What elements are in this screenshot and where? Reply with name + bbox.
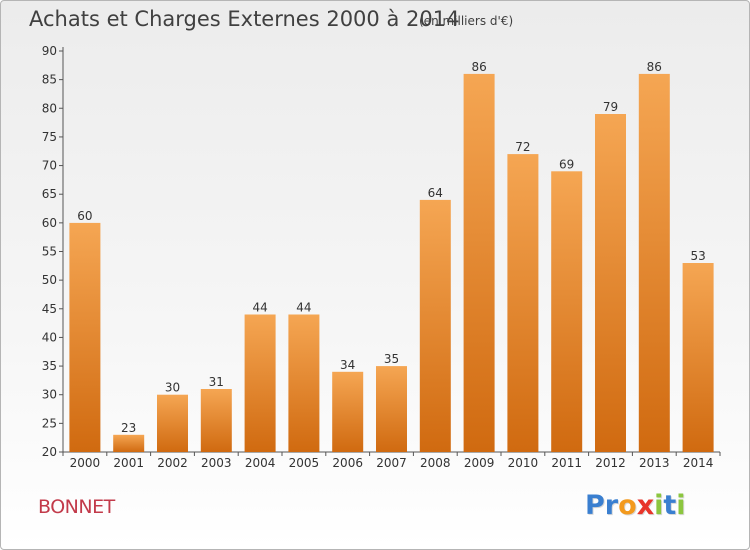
chart-subtitle: (en milliers d'€) bbox=[419, 14, 514, 28]
logo-letter: i bbox=[654, 490, 664, 521]
data-label: 44 bbox=[252, 301, 267, 315]
bar bbox=[551, 171, 583, 453]
logo-letter: r bbox=[604, 490, 619, 521]
bar bbox=[69, 222, 101, 452]
bar bbox=[376, 366, 407, 452]
value-labels: 60 23 30 31 44 44 34 35 64 86 72 69 79 86 53 bbox=[77, 60, 705, 435]
x-tick-label: 2006 bbox=[332, 456, 363, 470]
x-tick-label: 2009 bbox=[464, 456, 495, 470]
logo-letter: i bbox=[676, 490, 686, 521]
bar bbox=[507, 154, 539, 452]
x-tick-label: 2008 bbox=[420, 456, 451, 470]
data-label: 72 bbox=[515, 140, 530, 154]
x-tick-label: 2010 bbox=[508, 456, 539, 470]
x-tick-label: 2004 bbox=[245, 456, 276, 470]
x-tick-label: 2003 bbox=[201, 456, 232, 470]
data-label: 64 bbox=[428, 186, 443, 200]
bar bbox=[157, 394, 188, 452]
bar bbox=[288, 314, 320, 452]
data-label: 79 bbox=[603, 100, 618, 114]
y-tick-label: 50 bbox=[42, 273, 57, 287]
bar bbox=[463, 73, 495, 453]
y-tick-label: 35 bbox=[42, 359, 57, 373]
x-tick-label: 2011 bbox=[551, 456, 582, 470]
y-tick-label: 20 bbox=[42, 445, 57, 459]
chart-title: Achats et Charges Externes 2000 à 2014 bbox=[29, 7, 460, 31]
data-label: 53 bbox=[690, 249, 705, 263]
x-tick-label: 2002 bbox=[157, 456, 188, 470]
x-tick-label: 2005 bbox=[289, 456, 320, 470]
commune-name: BONNET bbox=[38, 496, 115, 518]
bar bbox=[419, 199, 451, 452]
y-tick-label: 40 bbox=[42, 330, 57, 344]
logo-letter: o bbox=[618, 490, 637, 521]
y-tick-label: 90 bbox=[42, 44, 57, 58]
data-label: 31 bbox=[209, 375, 224, 389]
bar bbox=[332, 371, 364, 452]
bar bbox=[595, 114, 626, 452]
logo-letter: P bbox=[585, 490, 605, 521]
x-tick-label: 2013 bbox=[639, 456, 670, 470]
y-tick-label: 65 bbox=[42, 187, 57, 201]
y-tick-label: 80 bbox=[42, 101, 57, 115]
bar bbox=[682, 263, 714, 452]
data-label: 69 bbox=[559, 157, 574, 171]
data-label: 44 bbox=[296, 301, 311, 315]
data-label: 23 bbox=[121, 421, 136, 435]
y-tick-label: 25 bbox=[42, 416, 57, 430]
axes: 20 25 30 35 40 45 50 55 60 65 70 75 80 85 90 2000 2001 20… bbox=[42, 44, 721, 470]
logo-letter: t bbox=[663, 490, 677, 521]
bar bbox=[113, 434, 145, 452]
data-label: 60 bbox=[77, 209, 92, 223]
y-tick-label: 45 bbox=[42, 302, 57, 316]
y-tick-label: 70 bbox=[42, 159, 57, 173]
y-tick-label: 60 bbox=[42, 216, 57, 230]
x-tick-label: 2012 bbox=[595, 456, 626, 470]
bar bbox=[638, 73, 670, 453]
data-label: 30 bbox=[165, 381, 180, 395]
y-tick-label: 55 bbox=[42, 245, 57, 259]
data-label: 35 bbox=[384, 352, 399, 366]
proxiti-logo: Proxiti bbox=[585, 490, 686, 521]
y-tick-label: 75 bbox=[42, 130, 57, 144]
data-label: 34 bbox=[340, 358, 355, 372]
data-label: 86 bbox=[471, 60, 486, 74]
y-tick-label: 85 bbox=[42, 73, 57, 87]
logo-letter: x bbox=[636, 490, 655, 521]
x-tick-label: 2014 bbox=[683, 456, 714, 470]
x-tick-label: 2001 bbox=[113, 456, 144, 470]
x-tick-label: 2007 bbox=[376, 456, 407, 470]
data-label: 86 bbox=[647, 60, 662, 74]
bar bbox=[200, 389, 232, 452]
bar bbox=[244, 314, 276, 452]
bars bbox=[69, 73, 714, 453]
y-tick-label: 30 bbox=[42, 388, 57, 402]
x-tick-label: 2000 bbox=[70, 456, 101, 470]
